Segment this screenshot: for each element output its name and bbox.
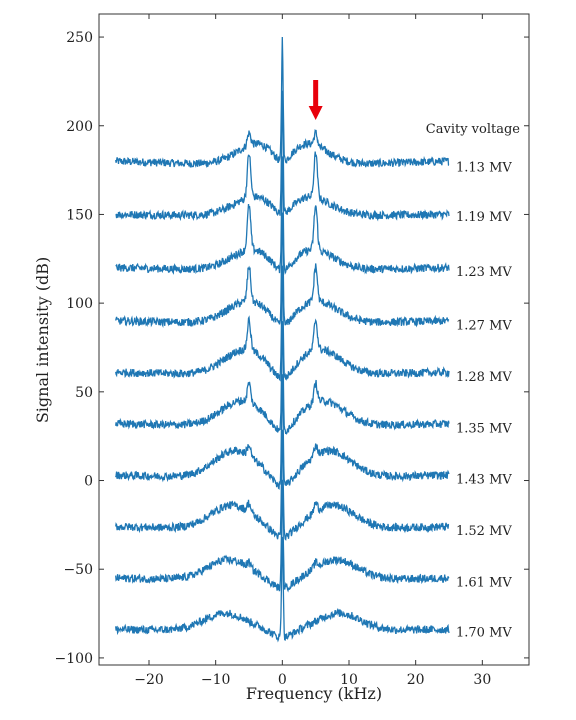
x-tick-label: −20 <box>134 672 164 688</box>
voltage-label: 1.28 MV <box>456 370 512 385</box>
series-group <box>115 36 450 643</box>
plot-area-frame <box>98 13 530 666</box>
x-axis: −20 −10 0 10 20 30 <box>134 14 491 688</box>
voltage-label: 1.43 MV <box>456 473 512 488</box>
series-line <box>115 374 450 490</box>
y-tick-label: 150 <box>66 207 93 223</box>
y-tick-label: −100 <box>55 651 93 667</box>
series-line <box>115 479 450 593</box>
voltage-label: 1.27 MV <box>456 318 512 333</box>
y-tick-label: −50 <box>63 562 93 578</box>
y-tick-label: 200 <box>66 119 93 135</box>
y-axis: −100 −50 0 50 100 150 200 250 <box>55 30 529 667</box>
x-tick-label: −10 <box>201 672 231 688</box>
x-tick-label: 10 <box>340 672 358 688</box>
x-axis-title: Frequency (kHz) <box>246 684 382 703</box>
y-tick-label: 100 <box>66 296 93 312</box>
voltage-label: 1.35 MV <box>456 421 512 436</box>
series-line <box>115 321 450 435</box>
voltage-label: 1.61 MV <box>456 576 512 591</box>
y-tick-label: 250 <box>66 30 93 46</box>
voltage-label: 1.23 MV <box>456 265 512 280</box>
series-line <box>115 536 450 643</box>
x-tick-label: 20 <box>407 672 425 688</box>
series-line <box>115 156 450 275</box>
red-arrow <box>308 80 323 120</box>
voltage-labels: 1.13 MV 1.19 MV 1.23 MV 1.27 MV 1.28 MV 1.35 … <box>456 161 512 641</box>
y-tick-label: 0 <box>84 474 93 490</box>
series-line <box>115 36 450 169</box>
series-line <box>115 265 450 382</box>
y-tick-label: 50 <box>75 385 93 401</box>
legend-title: Cavity voltage <box>426 122 521 137</box>
voltage-label: 1.70 MV <box>456 625 512 640</box>
voltage-label: 1.19 MV <box>456 210 512 225</box>
x-tick-label: 30 <box>473 672 491 688</box>
series-line <box>115 212 450 328</box>
voltage-label: 1.52 MV <box>456 524 512 539</box>
voltage-label: 1.13 MV <box>456 161 512 176</box>
y-axis-title: Signal intensity (dB) <box>33 257 52 423</box>
series-line <box>115 90 450 222</box>
series-line <box>115 429 450 541</box>
x-tick-label: 0 <box>278 672 287 688</box>
